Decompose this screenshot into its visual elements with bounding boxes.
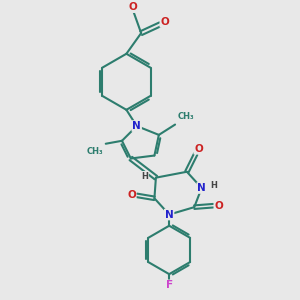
Text: O: O [214, 201, 223, 211]
Text: O: O [129, 2, 138, 12]
Text: H: H [141, 172, 148, 181]
Text: CH₃: CH₃ [177, 112, 194, 121]
Text: O: O [194, 144, 203, 154]
Text: N: N [197, 183, 206, 193]
Text: CH₃: CH₃ [87, 147, 103, 156]
Text: O: O [127, 190, 136, 200]
Text: N: N [165, 209, 173, 220]
Text: N: N [132, 121, 141, 131]
Text: F: F [166, 280, 173, 290]
Text: H: H [210, 181, 217, 190]
Text: O: O [160, 17, 169, 27]
